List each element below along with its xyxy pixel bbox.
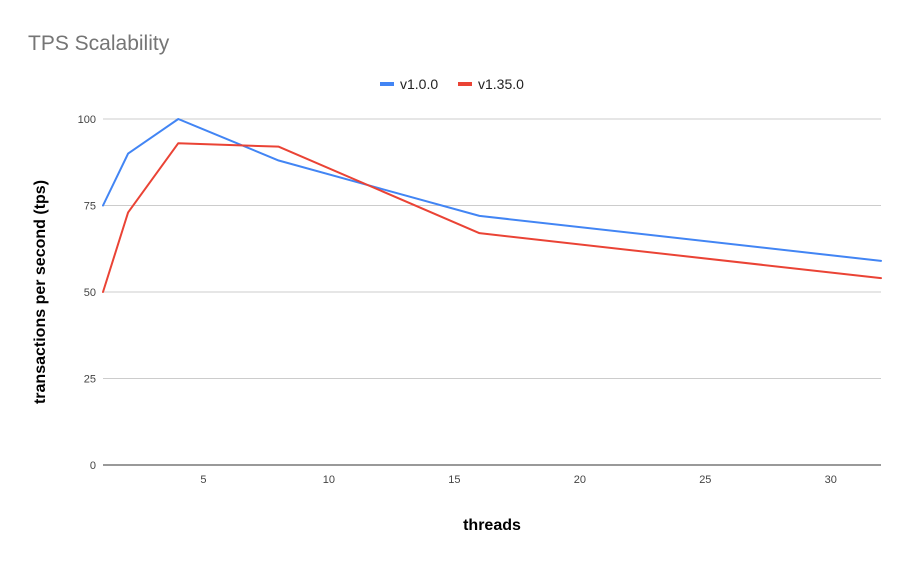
x-tick-label-5: 5 [200, 474, 206, 486]
x-axis-ticks: 5 10 15 20 25 30 [200, 474, 837, 486]
y-tick-label-0: 0 [90, 460, 96, 472]
x-tick-label-25: 25 [699, 474, 711, 486]
series-layer [102, 118, 882, 293]
legend-item-v1-35-0[interactable]: v1.35.0 [458, 76, 524, 92]
x-axis-label: threads [463, 517, 521, 534]
chart-title: TPS Scalability [28, 32, 170, 55]
x-tick-label-30: 30 [825, 474, 837, 486]
legend-label-v1-0-0: v1.0.0 [400, 76, 438, 92]
legend-item-v1-0-0[interactable]: v1.0.0 [380, 76, 438, 92]
gridlines [103, 118, 881, 379]
x-tick-label-15: 15 [448, 474, 460, 486]
y-tick-label-75: 75 [84, 201, 96, 213]
y-tick-label-25: 25 [84, 374, 96, 386]
series-line-v1-0-0[interactable] [102, 118, 882, 262]
x-tick-label-10: 10 [323, 474, 335, 486]
y-axis-ticks: 0 25 50 75 100 [78, 114, 96, 472]
legend-label-v1-35-0: v1.35.0 [478, 76, 524, 92]
series-line-v1-35-0[interactable] [102, 142, 882, 293]
y-tick-label-100: 100 [78, 114, 96, 126]
y-axis-label: transactions per second (tps) [32, 180, 49, 404]
legend: v1.0.0 v1.35.0 [380, 76, 524, 92]
y-tick-label-50: 50 [84, 287, 96, 299]
x-tick-label-20: 20 [574, 474, 586, 486]
